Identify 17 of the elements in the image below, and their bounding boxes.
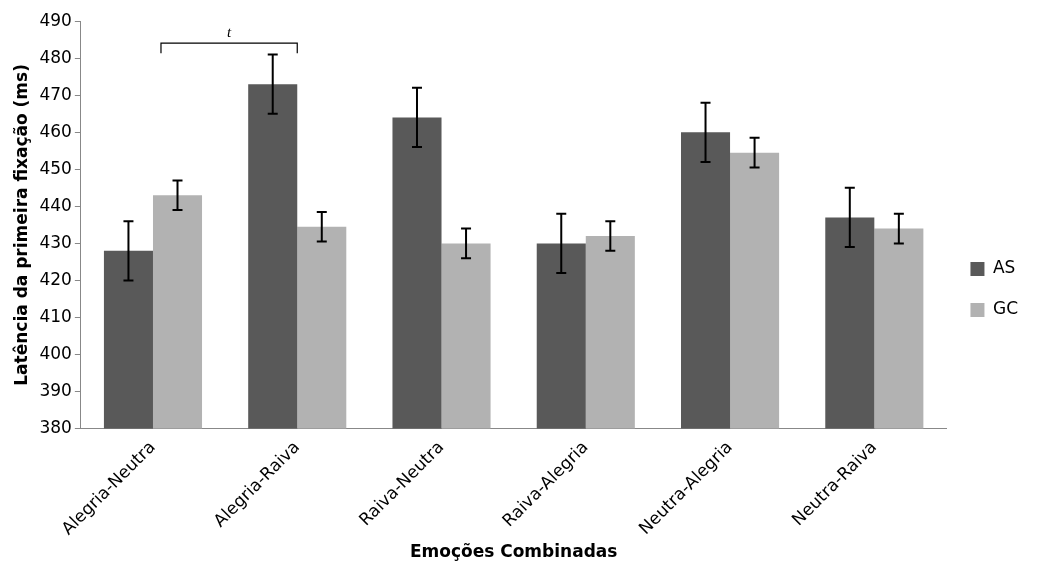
y-axis-title: Latência da primeira fixação (ms) — [10, 64, 31, 386]
y-tick-label: 410 — [39, 305, 72, 326]
x-axis-title: Emoções Combinadas — [409, 541, 618, 562]
y-tick-label: 430 — [39, 231, 72, 252]
y-tick-label: 460 — [39, 120, 72, 141]
y-tick-label: 490 — [39, 9, 72, 30]
y-tick-label: 480 — [39, 46, 72, 67]
y-tick-label: 440 — [39, 194, 72, 215]
y-tick-label: 420 — [39, 268, 72, 289]
y-tick-label: 450 — [39, 157, 72, 178]
legend-label: AS — [992, 257, 1016, 278]
annotation: t — [227, 23, 233, 40]
y-tick-label: 390 — [39, 379, 72, 400]
y-tick-label: 470 — [39, 83, 72, 104]
y-tick-label: 380 — [39, 416, 72, 437]
legend-label: GC — [992, 298, 1018, 319]
y-tick-label: 400 — [39, 342, 72, 363]
